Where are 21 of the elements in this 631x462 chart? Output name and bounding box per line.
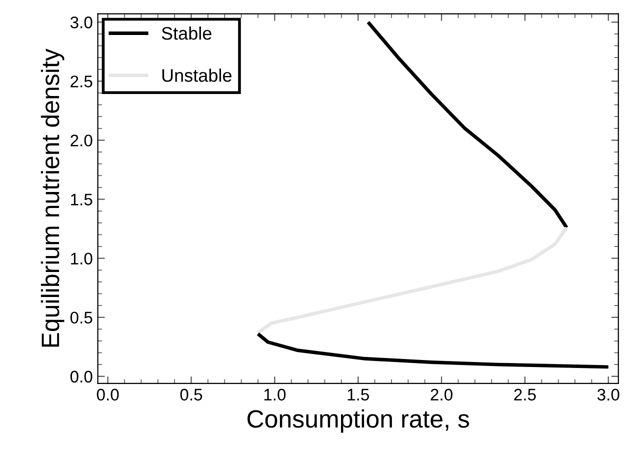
legend-label: Stable: [162, 26, 212, 40]
y-tick-label: 3.0: [70, 16, 92, 28]
x-tick-label: 0.0: [96, 388, 119, 401]
line-series: [366, 20, 568, 230]
y-tick-label: 1.0: [71, 252, 92, 264]
y-axis-title: Equilibrium nutrient density: [40, 48, 64, 347]
y-tick-label: 2.0: [70, 134, 92, 146]
x-tick-label: 2.0: [430, 388, 452, 401]
y-tick-label: 2.5: [70, 76, 92, 88]
x-axis-title: Consumption rate, s: [248, 409, 470, 433]
legend-label: Unstable: [162, 68, 232, 82]
y-tick-label: 0.5: [70, 312, 92, 324]
x-tick-label: 3.0: [597, 388, 620, 401]
x-tick-label: 1.0: [264, 388, 286, 401]
x-tick-label: 2.5: [514, 388, 536, 401]
x-tick-label: 1.5: [348, 388, 369, 401]
line-series: [256, 332, 610, 369]
x-tick-label: 0.5: [180, 388, 202, 401]
line-series: [256, 226, 568, 334]
y-tick-label: 0.0: [70, 370, 92, 383]
y-tick-label: 1.5: [71, 194, 92, 206]
